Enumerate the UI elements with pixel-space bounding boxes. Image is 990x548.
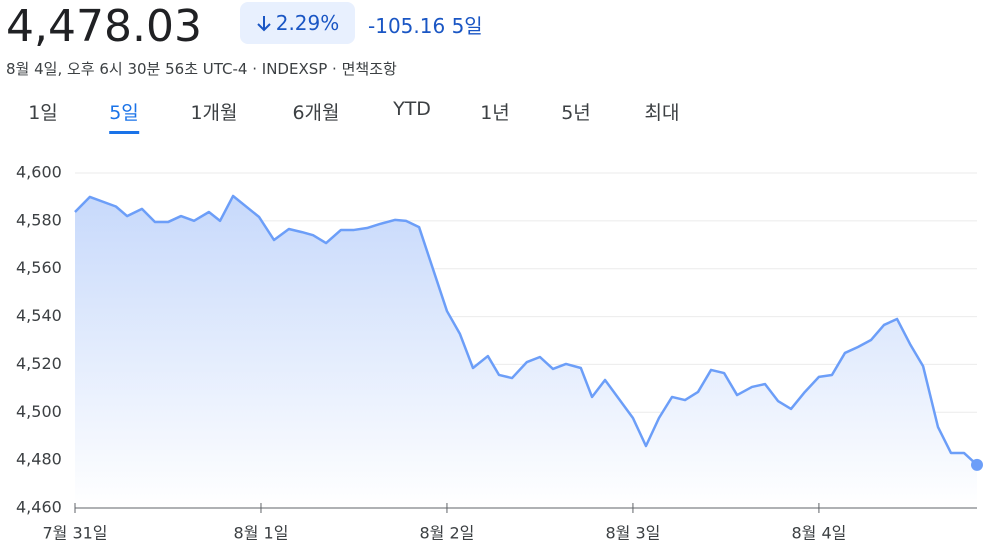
tab[interactable]: 5일 xyxy=(109,98,139,134)
line xyxy=(74,194,978,466)
change-percent: 2.29% xyxy=(275,11,340,35)
tab[interactable]: YTD xyxy=(393,98,431,120)
down-arrow xyxy=(257,16,271,32)
y-tick-label: 4,480 xyxy=(16,450,62,469)
x-tick-label: 7월 31일 xyxy=(42,524,107,543)
change-value: -105.16 5일 xyxy=(368,10,483,39)
y-tick-label: 4,460 xyxy=(16,498,62,517)
period: 5일 xyxy=(451,14,483,38)
y-tick-label: 4,580 xyxy=(16,210,62,229)
tab[interactable]: 1년 xyxy=(480,102,510,124)
change-amount: -105.16 xyxy=(368,14,446,38)
tab[interactable]: 최대 xyxy=(644,102,680,124)
x-tick-label: 8월 2일 xyxy=(420,524,475,543)
y-tick-label: 4,540 xyxy=(16,306,62,325)
last-point xyxy=(971,458,983,471)
x-tick-label: 8월 4일 xyxy=(791,524,846,543)
y-tick-label: 4,560 xyxy=(16,258,62,277)
tab[interactable]: 5년 xyxy=(561,102,591,124)
tab[interactable]: 1개월 xyxy=(190,102,238,124)
x-tick-label: 8월 1일 xyxy=(234,524,289,543)
change-chip: 2.29% xyxy=(240,2,355,44)
y-tick-label: 4,500 xyxy=(16,402,62,421)
y-tick-label: 4,520 xyxy=(16,354,62,373)
x-tick-label: 8월 3일 xyxy=(605,524,660,543)
y-tick-label: 4,600 xyxy=(16,163,62,182)
price: 4,478.03 xyxy=(6,1,202,52)
tab[interactable]: 1일 xyxy=(28,102,58,124)
area xyxy=(75,195,977,508)
tab[interactable]: 6개월 xyxy=(292,102,340,124)
subtitle: 8월 4일, 오후 6시 30분 56초 UTC-4 · INDEXSP · 면… xyxy=(6,60,397,78)
